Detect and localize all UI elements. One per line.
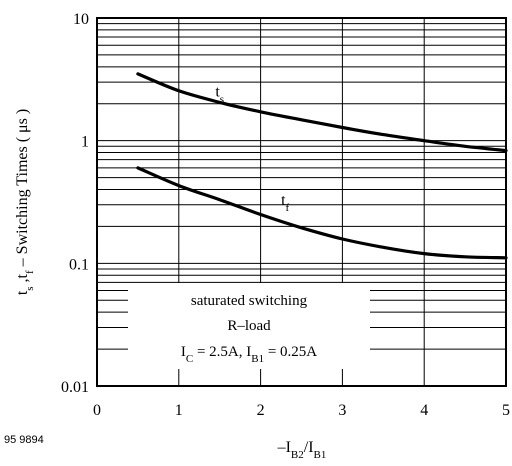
tick-label-layer: 0 1 2 3 4 5 0.01 0.1 1 10: [61, 11, 510, 419]
x-tick-label: 4: [420, 402, 428, 419]
series-label-layer: ts tf: [215, 83, 289, 214]
x-tick-label: 5: [502, 402, 510, 419]
annotation-line-2: R–load: [227, 318, 271, 334]
annotation-line-1: saturated switching: [191, 293, 308, 309]
annotation-line-3: IC = 2.5A, IB1 = 0.25A: [181, 344, 317, 365]
y-tick-label: 1: [81, 134, 89, 151]
x-tick-label: 3: [338, 402, 346, 419]
curve-layer: [136, 72, 508, 260]
x-tick-label: 1: [175, 402, 183, 419]
series-label-tf: tf: [281, 192, 289, 214]
y-tick-label: 0.01: [61, 379, 89, 396]
series-line-tf: [136, 166, 508, 260]
series-label-ts: ts: [215, 83, 224, 105]
figure-number: 95 9894: [4, 434, 44, 446]
y-tick-label: 0.1: [69, 256, 89, 273]
plot-frame: [96, 17, 507, 387]
series-line-ts: [136, 72, 508, 153]
y-axis-label: ts ,tf – Switching Times ( μs ): [14, 109, 36, 295]
y-tick-label: 10: [73, 11, 89, 28]
annotation-box: [128, 283, 370, 369]
x-axis-label: –IB2/IB1: [277, 439, 327, 461]
x-tick-label: 0: [93, 402, 101, 419]
x-tick-label: 2: [257, 402, 265, 419]
